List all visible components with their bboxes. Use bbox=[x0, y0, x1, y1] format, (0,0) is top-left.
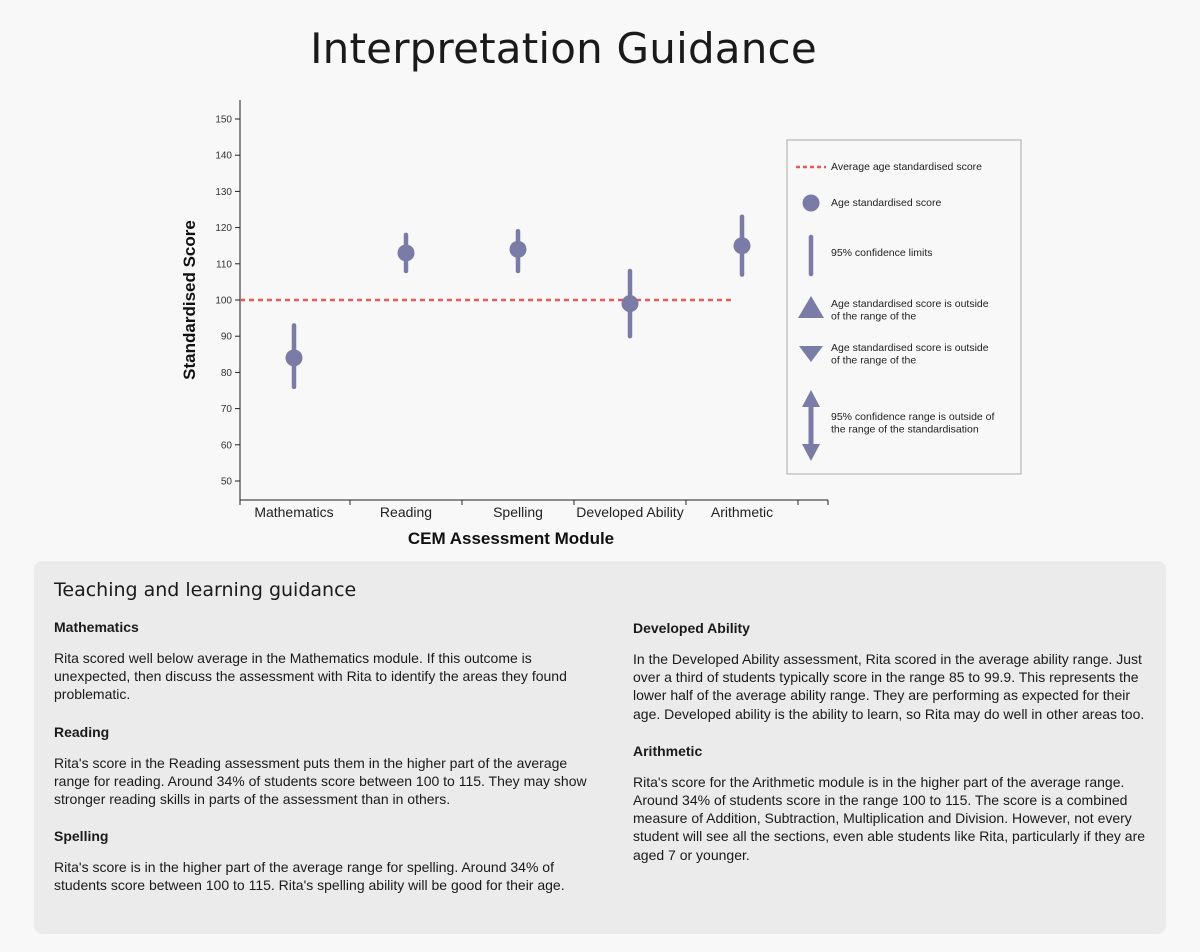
section-text-spelling: Rita's score is in the higher part of th… bbox=[54, 859, 565, 894]
y-tick-label: 100 bbox=[215, 296, 232, 307]
section-text-arithmetic: Rita's score for the Arithmetic module i… bbox=[633, 773, 1146, 863]
legend-circle-symbol bbox=[802, 194, 820, 212]
y-tick-label: 140 bbox=[215, 151, 232, 162]
legend-label: Age standardised score bbox=[831, 197, 941, 209]
y-tick-label: 120 bbox=[215, 223, 232, 234]
legend-label: Age standardised score is outside of the … bbox=[831, 342, 989, 367]
chart-axes: 50 60 70 80 90 100 110 120 130 140 150 Mathematics R… bbox=[215, 100, 829, 520]
x-axis-title: CEM Assessment Module bbox=[408, 529, 614, 548]
y-tick-label: 150 bbox=[215, 115, 232, 126]
y-tick-label: 80 bbox=[221, 368, 233, 379]
y-tick-label: 60 bbox=[221, 440, 233, 451]
legend-label: Average age standardised score bbox=[831, 161, 982, 173]
score-point bbox=[397, 244, 415, 262]
guidance-heading: Teaching and learning guidance bbox=[54, 579, 357, 601]
score-point bbox=[733, 237, 751, 255]
legend-label: 95% confidence limits bbox=[831, 247, 933, 259]
y-tick-label: 110 bbox=[216, 259, 232, 270]
x-category-label: Arithmetic bbox=[711, 504, 773, 520]
section-text-developed-ability: In the Developed Ability assessment, Rit… bbox=[633, 651, 1145, 722]
double-arrow-icon bbox=[802, 390, 820, 461]
section-title-developed-ability: Developed Ability bbox=[633, 620, 750, 636]
x-category-label: Mathematics bbox=[254, 504, 333, 520]
section-title-reading: Reading bbox=[54, 723, 110, 740]
chart-legend: Average age standardised score Age standa… bbox=[786, 139, 1022, 475]
section-title-spelling: Spelling bbox=[54, 828, 109, 845]
legend-label: 95% confidence range is outside of the ra… bbox=[831, 411, 995, 436]
guidance-panel: Teaching and learning guidance Mathemati… bbox=[34, 561, 1166, 934]
guidance-left-column: Mathematics Rita scored well below avera… bbox=[54, 619, 594, 915]
x-category-label: Developed Ability bbox=[576, 504, 683, 520]
y-axis-title: Standardised Score bbox=[180, 220, 199, 380]
page-title: Interpretation Guidance bbox=[310, 24, 817, 73]
section-title-arithmetic: Arithmetic bbox=[633, 742, 703, 759]
chart-marks bbox=[285, 214, 751, 390]
section-title-mathematics: Mathematics bbox=[54, 619, 139, 635]
section-text-mathematics: Rita scored well below average in the Ma… bbox=[54, 650, 567, 703]
legend-box bbox=[786, 139, 1022, 475]
section-text-reading: Rita's score in the Reading assessment p… bbox=[54, 754, 587, 808]
y-tick-label: 90 bbox=[221, 332, 233, 343]
score-point bbox=[509, 240, 527, 258]
score-point bbox=[621, 295, 639, 313]
x-category-label: Reading bbox=[380, 504, 432, 520]
y-tick-label: 130 bbox=[215, 187, 232, 198]
triangle-down-icon bbox=[799, 346, 823, 362]
triangle-up-icon bbox=[798, 296, 824, 318]
guidance-right-column: Developed Ability In the Developed Abili… bbox=[633, 620, 1148, 884]
legend-label: Age standardised score is outside of the … bbox=[831, 298, 989, 323]
score-chart: 50 60 70 80 90 100 110 120 130 140 150 Mathematics R… bbox=[180, 100, 1022, 548]
score-point bbox=[285, 349, 303, 367]
x-category-label: Spelling bbox=[493, 504, 543, 520]
y-tick-label: 70 bbox=[221, 404, 233, 415]
y-tick-label: 50 bbox=[221, 477, 233, 488]
